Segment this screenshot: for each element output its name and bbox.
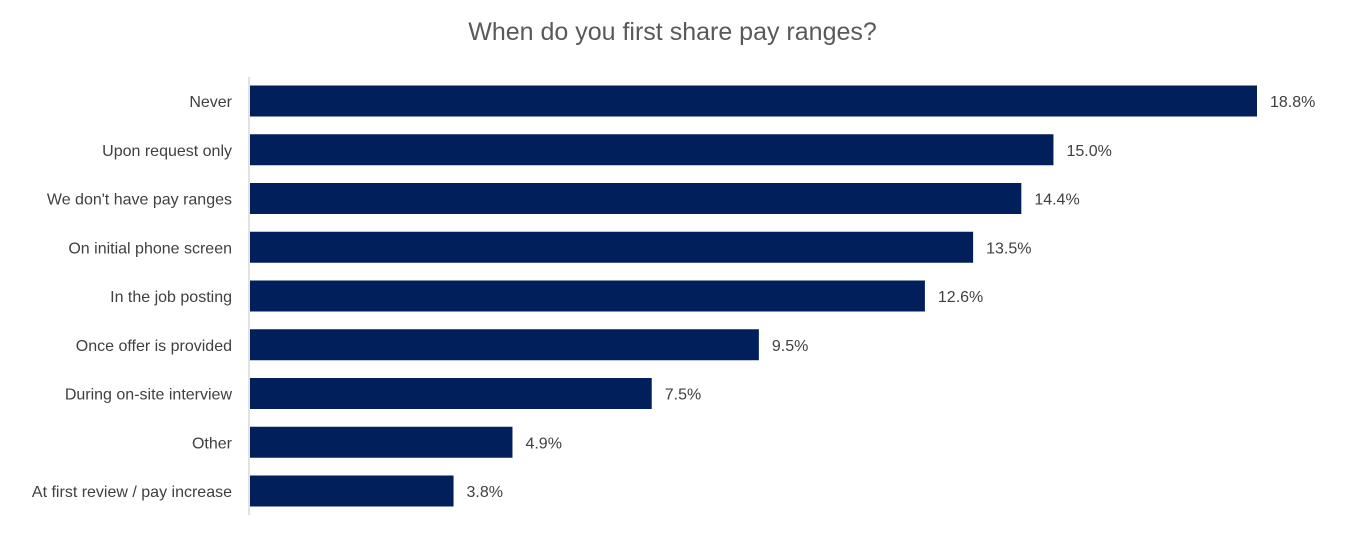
category-label-5: Once offer is provided	[76, 338, 232, 355]
category-label-2: We don't have pay ranges	[47, 192, 232, 209]
value-label-8: 3.8%	[467, 484, 503, 501]
value-label-0: 18.8%	[1270, 94, 1315, 111]
category-label-3: On initial phone screen	[68, 240, 232, 257]
bar-3	[250, 231, 974, 263]
category-label-0: Never	[189, 94, 232, 111]
bar-6	[250, 378, 652, 409]
value-label-3: 13.5%	[986, 240, 1031, 257]
value-label-6: 7.5%	[665, 387, 701, 404]
category-label-6: During on-site interview	[65, 387, 233, 404]
value-label-4: 12.6%	[938, 289, 983, 306]
bar-0	[250, 85, 1257, 117]
bar-7	[250, 426, 513, 458]
category-labels-group: Never Upon request only We don't have pay …	[32, 94, 233, 501]
bar-1	[250, 134, 1054, 166]
bar-8	[250, 475, 454, 507]
value-label-7: 4.9%	[525, 435, 561, 452]
value-label-5: 9.5%	[772, 338, 808, 355]
bar-5	[250, 329, 759, 361]
category-label-1: Upon request only	[102, 143, 232, 160]
value-label-1: 15.0%	[1066, 143, 1111, 160]
bar-2	[250, 183, 1022, 214]
category-label-8: At first review / pay increase	[32, 484, 232, 501]
value-labels-group: 18.8% 15.0% 14.4% 13.5% 12.6% 9.5% 7.5% 4.9% 3.8…	[467, 94, 1316, 501]
chart-title: When do you first share pay ranges?	[468, 18, 877, 46]
value-label-2: 14.4%	[1034, 192, 1079, 209]
category-label-4: In the job posting	[110, 289, 232, 306]
category-label-7: Other	[192, 435, 233, 452]
bars-group	[250, 85, 1257, 507]
bar-4	[250, 280, 925, 312]
